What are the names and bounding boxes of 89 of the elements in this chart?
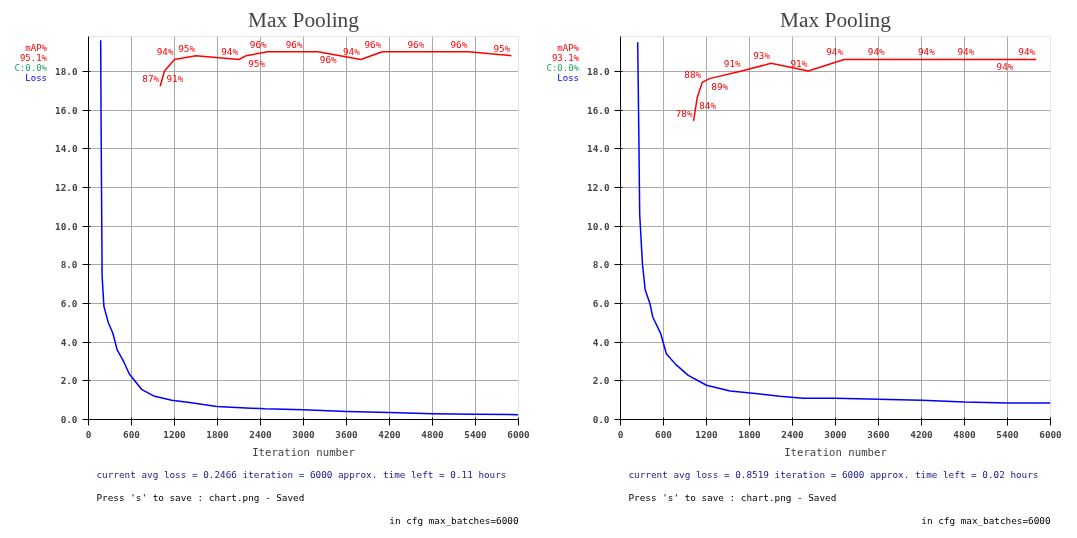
data-label: 94%	[156, 46, 174, 58]
data-label: 96%	[450, 38, 468, 50]
text: C:0.0%	[14, 63, 47, 73]
y-tick-label: 2.0	[60, 375, 78, 387]
y-tick-label: 18.0	[55, 65, 78, 77]
x-tick-label: 1800	[206, 428, 230, 440]
y-tick-label: 12.0	[55, 181, 78, 193]
data-label: 91%	[166, 72, 184, 84]
data-label: 78%	[675, 107, 693, 119]
chart-title: Max Pooling	[248, 7, 360, 32]
data-label: 94%	[1018, 46, 1036, 58]
x-tick-label: 3000	[292, 428, 316, 440]
data-label: 91%	[723, 57, 741, 69]
y-tick-label: 6.0	[60, 297, 78, 309]
x-tick-label: 1200	[163, 428, 187, 440]
x-tick-label: 5400	[996, 428, 1020, 440]
text: in cfg max_batches=6000	[921, 514, 1051, 526]
text: C:0.0%	[546, 63, 579, 73]
x-tick-label: 2400	[781, 428, 805, 440]
y-tick-label: 0.0	[60, 414, 78, 425]
data-label: 94%	[342, 46, 361, 58]
data-label: 94%	[826, 46, 844, 58]
text: current avg loss = 0.2466 iteration = 6000 approx. time left = 0.11 hours	[96, 468, 507, 480]
text: Loss	[556, 73, 579, 83]
data-label: 95%	[493, 42, 511, 54]
x-tick-label: 0	[85, 428, 92, 440]
data-label: 88%	[684, 69, 702, 81]
line-series	[99, 39, 519, 416]
chart-title: Max Pooling	[780, 7, 892, 32]
text: Press 's' to save : chart.png - Saved	[96, 491, 305, 503]
x-tick-label: 4800	[953, 428, 977, 440]
data-label: 94%	[221, 46, 239, 58]
x-axis-title: Iteration number	[252, 445, 356, 459]
text: mAP%	[24, 43, 47, 53]
y-tick-label: 16.0	[587, 104, 610, 116]
line-series	[636, 41, 1051, 404]
y-tick-label: 8.0	[592, 259, 610, 271]
x-tick-label: 3600	[867, 428, 891, 440]
text: in cfg max_batches=6000	[389, 514, 519, 526]
y-tick-label: 18.0	[587, 65, 610, 77]
y-tick-label: 12.0	[587, 181, 610, 193]
data-label: 89%	[711, 80, 729, 92]
text: current avg loss = 0.8519 iteration = 6000 approx. time left = 0.02 hours	[628, 468, 1039, 480]
data-label: 87%	[142, 73, 160, 85]
text: Loss	[24, 73, 47, 83]
y-tick-label: 14.0	[587, 143, 610, 155]
data-label: 96%	[249, 38, 268, 50]
data-label: 96%	[319, 53, 338, 65]
x-tick-label: 3000	[824, 428, 848, 440]
x-tick-label: 0	[617, 428, 624, 440]
x-tick-label: 1800	[738, 428, 762, 440]
x-tick-label: 6000	[507, 428, 531, 440]
data-label: 94%	[867, 46, 886, 58]
text: 95.1%	[18, 53, 47, 63]
text: mAP%	[556, 43, 579, 53]
x-tick-label: 600	[655, 428, 673, 440]
y-tick-label: 10.0	[587, 220, 610, 232]
y-tick-label: 8.0	[60, 259, 78, 271]
data-label: 95%	[248, 57, 266, 69]
x-tick-label: 1200	[695, 428, 719, 440]
data-label: 94%	[996, 61, 1014, 73]
data-label: 94%	[957, 46, 975, 58]
data-label: 91%	[790, 57, 808, 69]
x-tick-label: 4800	[421, 428, 445, 440]
data-label: 96%	[407, 38, 425, 50]
x-tick-label: 6000	[1039, 428, 1063, 440]
x-tick-label: 4200	[378, 428, 402, 440]
y-tick-label: 0.0	[592, 414, 610, 425]
data-label: 96%	[285, 38, 303, 50]
x-axis-title: Iteration number	[784, 445, 888, 459]
data-label: 93%	[753, 50, 771, 62]
y-tick-label: 16.0	[55, 104, 78, 116]
x-tick-label: 4200	[910, 428, 934, 440]
y-tick-label: 6.0	[592, 297, 610, 309]
x-tick-label: 5400	[464, 428, 488, 440]
data-label: 94%	[917, 46, 936, 58]
x-tick-label: 600	[123, 428, 141, 440]
data-label: 95%	[178, 42, 196, 54]
y-tick-label: 4.0	[592, 336, 610, 348]
x-tick-label: 2400	[249, 428, 273, 440]
y-tick-label: 2.0	[592, 375, 610, 387]
data-label: 96%	[364, 38, 382, 50]
x-tick-label: 3600	[335, 428, 359, 440]
y-tick-label: 10.0	[55, 220, 78, 232]
text: Press 's' to save : chart.png - Saved	[628, 491, 837, 503]
data-label: 84%	[699, 99, 717, 111]
y-tick-label: 4.0	[60, 336, 78, 348]
y-tick-label: 14.0	[55, 143, 78, 155]
text: 93.1%	[550, 53, 579, 63]
